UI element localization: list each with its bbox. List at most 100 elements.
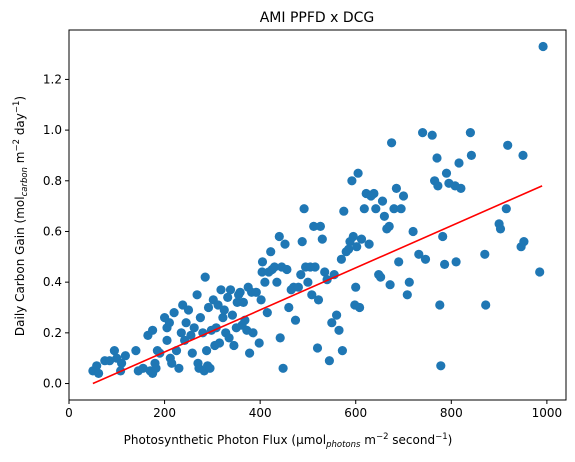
data-point-121 xyxy=(339,206,349,216)
data-point-161 xyxy=(433,181,443,191)
data-point-41 xyxy=(195,313,205,323)
plot-frame xyxy=(68,29,567,401)
data-point-146 xyxy=(387,138,397,148)
data-point-171 xyxy=(456,183,466,193)
data-point-137 xyxy=(369,188,379,199)
data-point-81 xyxy=(260,277,270,287)
data-point-78 xyxy=(256,295,266,305)
data-point-162 xyxy=(435,300,445,310)
data-point-35 xyxy=(186,330,196,340)
data-point-37 xyxy=(189,323,199,333)
data-point-26 xyxy=(167,358,177,368)
data-point-69 xyxy=(238,297,248,307)
data-point-62 xyxy=(227,310,237,320)
data-point-105 xyxy=(307,290,317,300)
data-point-97 xyxy=(290,315,301,325)
data-point-42 xyxy=(198,328,208,338)
data-point-154 xyxy=(408,226,418,237)
data-point-120 xyxy=(337,346,347,356)
y-tick-label-3: 0.6 xyxy=(43,224,62,238)
data-point-158 xyxy=(427,130,437,140)
data-point-152 xyxy=(402,290,412,300)
y-axis-label-unit: m xyxy=(13,152,27,168)
data-point-101 xyxy=(299,204,309,214)
data-point-45 xyxy=(202,346,212,356)
data-point-131 xyxy=(355,302,365,313)
data-point-145 xyxy=(385,280,395,290)
y-axis-label-main: Daily Carbon Gain (mol xyxy=(13,196,27,336)
data-point-163 xyxy=(436,361,446,371)
data-point-94 xyxy=(284,302,294,313)
data-point-138 xyxy=(371,204,381,214)
data-point-183 xyxy=(535,267,545,277)
data-point-57 xyxy=(219,305,229,315)
data-point-182 xyxy=(519,237,529,247)
data-point-151 xyxy=(398,191,409,201)
data-point-117 xyxy=(332,310,342,320)
data-point-18 xyxy=(151,363,161,373)
chart-title: AMI PPFD x DCG xyxy=(260,10,375,26)
y-tick-label-6: 1.2 xyxy=(43,72,62,86)
data-point-150 xyxy=(396,204,406,214)
data-point-108 xyxy=(312,343,323,353)
data-point-38 xyxy=(192,290,202,300)
data-point-89 xyxy=(275,333,285,343)
x-tick-label-4: 800 xyxy=(440,406,463,420)
data-point-86 xyxy=(269,262,280,272)
data-point-16 xyxy=(148,325,158,335)
data-point-130 xyxy=(353,168,363,178)
data-point-29 xyxy=(174,363,184,373)
data-point-93 xyxy=(282,264,292,275)
data-point-148 xyxy=(391,183,401,193)
x-tick-label-5: 1000 xyxy=(532,406,563,420)
data-point-135 xyxy=(364,239,374,249)
data-point-160 xyxy=(432,153,442,163)
data-point-1 xyxy=(92,361,102,371)
data-point-147 xyxy=(389,204,399,214)
y-axis-ticks: 0.0 0.2 0.4 0.6 0.8 1.0 1.2 xyxy=(43,72,69,391)
x-axis-label-unit-2: second xyxy=(388,433,435,447)
data-point-9 xyxy=(120,351,130,361)
data-point-140 xyxy=(376,272,386,282)
y-axis-label-superscript-1: −2 xyxy=(12,139,22,152)
data-point-80 xyxy=(257,257,268,267)
x-tick-label-3: 600 xyxy=(344,406,367,420)
x-axis-label-subscript: photons xyxy=(325,440,361,450)
data-point-155 xyxy=(414,249,424,259)
data-point-132 xyxy=(356,234,367,244)
data-point-48 xyxy=(205,363,215,373)
y-axis-label: Daily Carbon Gain (molcarbon m−2 day−1) xyxy=(12,96,30,336)
x-axis-label-superscript-2: −1 xyxy=(435,432,448,442)
data-point-75 xyxy=(248,328,258,338)
y-axis-label-subscript: carbon xyxy=(20,167,30,196)
data-point-27 xyxy=(169,308,179,318)
x-axis-label-superscript-1: −2 xyxy=(376,432,389,442)
data-point-88 xyxy=(274,231,284,242)
y-tick-label-0: 0.0 xyxy=(43,377,62,391)
data-point-175 xyxy=(481,300,491,310)
x-axis-label-main: Photosynthetic Photon Flux (µmol xyxy=(124,433,326,447)
data-point-53 xyxy=(213,300,223,310)
data-point-110 xyxy=(315,221,325,231)
data-point-44 xyxy=(200,272,210,282)
x-tick-label-1: 200 xyxy=(153,406,176,420)
data-point-119 xyxy=(336,254,346,264)
data-point-149 xyxy=(394,257,404,267)
plot-marks xyxy=(88,41,548,385)
data-point-153 xyxy=(404,277,414,287)
data-point-109 xyxy=(313,295,324,305)
data-point-174 xyxy=(480,249,490,259)
data-point-115 xyxy=(327,318,337,328)
data-point-126 xyxy=(348,231,358,242)
data-point-87 xyxy=(272,277,282,287)
data-point-114 xyxy=(324,356,334,366)
data-point-166 xyxy=(441,168,452,178)
data-point-61 xyxy=(225,285,236,295)
data-point-10 xyxy=(131,346,141,356)
data-point-98 xyxy=(293,282,303,292)
data-point-92 xyxy=(280,239,290,249)
data-point-77 xyxy=(254,338,264,348)
data-point-67 xyxy=(235,287,245,297)
data-point-125 xyxy=(347,176,357,186)
